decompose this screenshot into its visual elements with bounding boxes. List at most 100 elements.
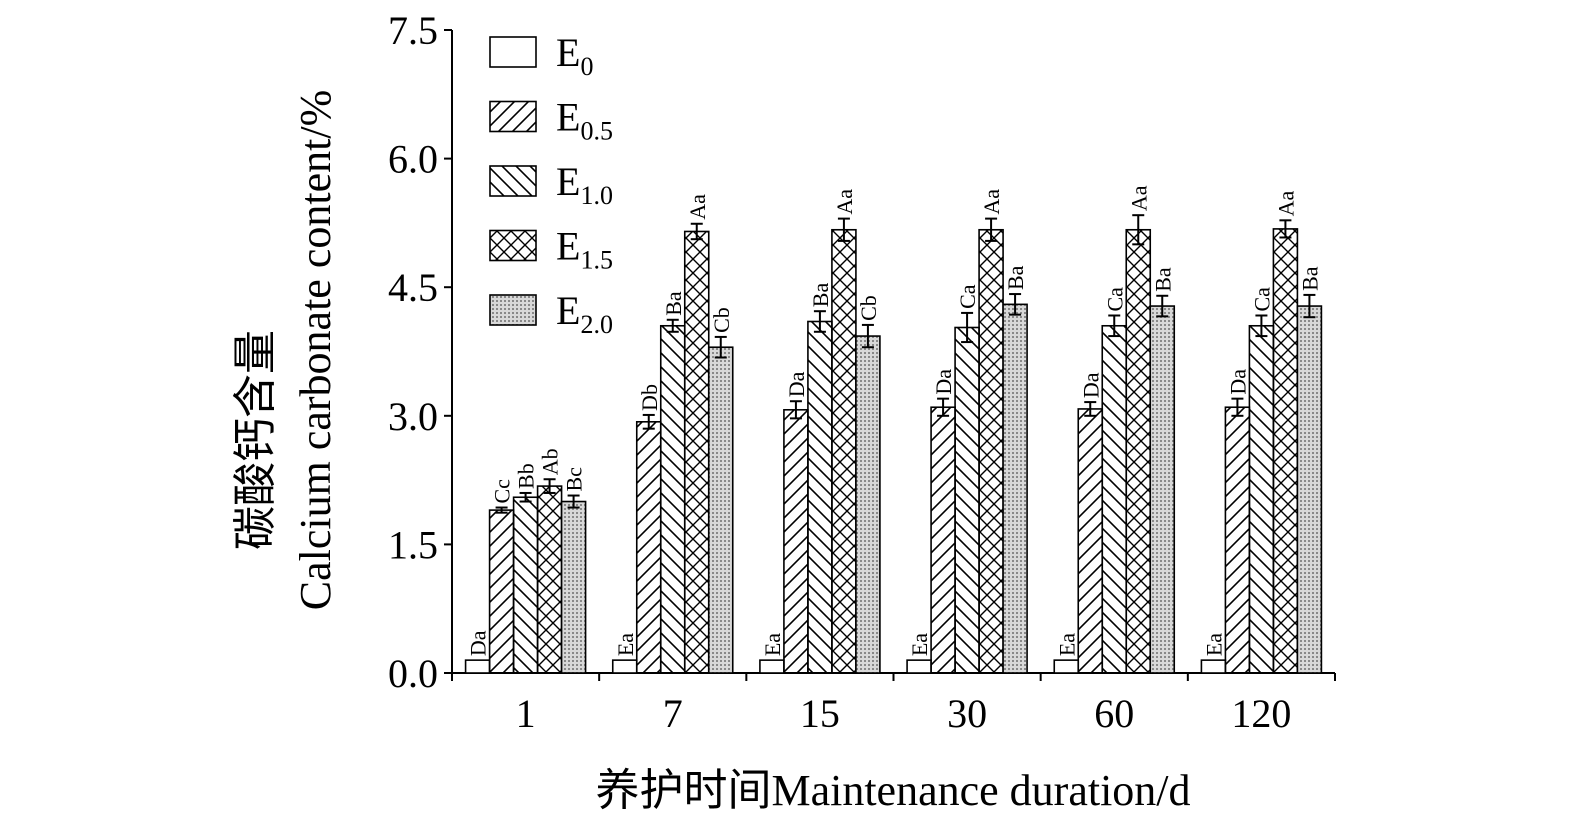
legend-label: E0.5	[556, 95, 613, 146]
x-tick-label: 1	[516, 691, 536, 736]
error-bar	[666, 318, 679, 333]
error-bar	[1156, 294, 1169, 318]
significance-label: Aa	[1273, 190, 1298, 216]
legend-label: E2.0	[556, 288, 613, 339]
error-bar	[789, 400, 802, 420]
significance-label: Aa	[1126, 185, 1151, 211]
x-axis-label: 养护时间Maintenance duration/d	[595, 766, 1190, 815]
error-bar	[519, 491, 532, 503]
legend-label: E1.5	[556, 224, 613, 275]
y-tick-label: 7.5	[388, 8, 438, 53]
error-bar	[1303, 293, 1316, 319]
error-bar	[567, 494, 580, 509]
significance-label: Bc	[562, 467, 587, 492]
bar	[855, 335, 881, 674]
bar	[536, 485, 563, 674]
error-bar	[985, 217, 998, 242]
legend-swatch	[489, 165, 537, 197]
error-bar	[1279, 219, 1292, 239]
significance-label: Cb	[709, 307, 734, 333]
legend-swatch	[489, 294, 537, 326]
bar	[464, 659, 491, 674]
x-tick-label: 7	[663, 691, 683, 736]
error-bar	[1255, 314, 1268, 338]
bar	[1125, 228, 1152, 674]
bar	[1101, 324, 1128, 674]
error-bar	[1132, 214, 1145, 246]
significance-label: Ba	[1297, 266, 1322, 291]
significance-label: Ca	[1102, 287, 1127, 312]
significance-label: Cb	[856, 295, 881, 321]
bar	[930, 406, 956, 674]
bar	[707, 346, 734, 674]
significance-label: Ca	[1249, 287, 1274, 312]
y-tick-label: 6.0	[388, 137, 438, 182]
legend-swatch	[489, 229, 537, 262]
significance-label: Ba	[661, 291, 686, 316]
error-bar	[1231, 397, 1244, 417]
error-bar	[1009, 293, 1022, 316]
bar	[611, 659, 638, 674]
bar	[1077, 408, 1104, 674]
significance-label: Bb	[514, 463, 539, 489]
x-tick-label: 30	[947, 691, 987, 736]
error-bar	[1108, 314, 1121, 338]
bar	[1272, 228, 1299, 674]
bar	[1248, 324, 1275, 674]
significance-label: Da	[931, 369, 956, 395]
error-bar	[690, 222, 703, 241]
significance-label: Da	[1225, 369, 1250, 395]
bar	[683, 230, 710, 674]
significance-label: Da	[784, 371, 809, 397]
y-tick-label: 4.5	[388, 265, 438, 310]
bar	[1296, 305, 1323, 674]
bar	[512, 496, 539, 674]
x-tick-label: 60	[1094, 691, 1134, 736]
significance-label: Ba	[1150, 267, 1175, 292]
error-bar	[813, 310, 826, 333]
bar	[831, 228, 857, 674]
bar	[659, 324, 686, 674]
x-tick-label: 120	[1231, 691, 1291, 736]
legend-label: E1.0	[556, 159, 613, 210]
bar	[1200, 659, 1227, 674]
legend-label: E0	[556, 30, 593, 81]
bar	[1002, 303, 1028, 674]
significance-label: Aa	[979, 189, 1004, 215]
significance-label: Ea	[1054, 633, 1079, 656]
error-bar	[937, 397, 950, 417]
error-bar	[861, 323, 874, 349]
y-tick-label: 0.0	[388, 651, 438, 696]
significance-label: Ea	[760, 633, 785, 656]
x-tick-label: 15	[800, 691, 840, 736]
legend-swatch	[489, 100, 537, 133]
significance-label: Ab	[538, 448, 563, 475]
bar	[1224, 406, 1251, 674]
significance-label: Da	[1078, 372, 1103, 398]
bar	[906, 659, 932, 674]
error-bar	[714, 335, 727, 359]
significance-label: Ba	[1003, 265, 1028, 290]
significance-label: Ea	[1201, 633, 1226, 656]
error-bar	[961, 311, 974, 344]
bar	[783, 408, 809, 674]
bar	[759, 659, 785, 674]
bar	[807, 320, 833, 674]
y-tick-label: 3.0	[388, 394, 438, 439]
error-bar	[1084, 401, 1097, 417]
error-bar	[495, 506, 508, 514]
significance-label: Ba	[808, 283, 833, 308]
significance-label: Ea	[907, 633, 932, 656]
bar	[954, 326, 980, 674]
significance-label: Cc	[490, 479, 515, 504]
significance-label: Aa	[832, 189, 857, 215]
significance-label: Ca	[955, 284, 980, 309]
y-axis-label: 碳酸钙含量	[231, 330, 280, 550]
y-tick-label: 1.5	[388, 522, 438, 567]
bar	[1149, 305, 1176, 674]
bar	[635, 421, 662, 674]
significance-label: Da	[466, 630, 491, 656]
bar	[560, 500, 587, 674]
bar	[488, 509, 515, 674]
